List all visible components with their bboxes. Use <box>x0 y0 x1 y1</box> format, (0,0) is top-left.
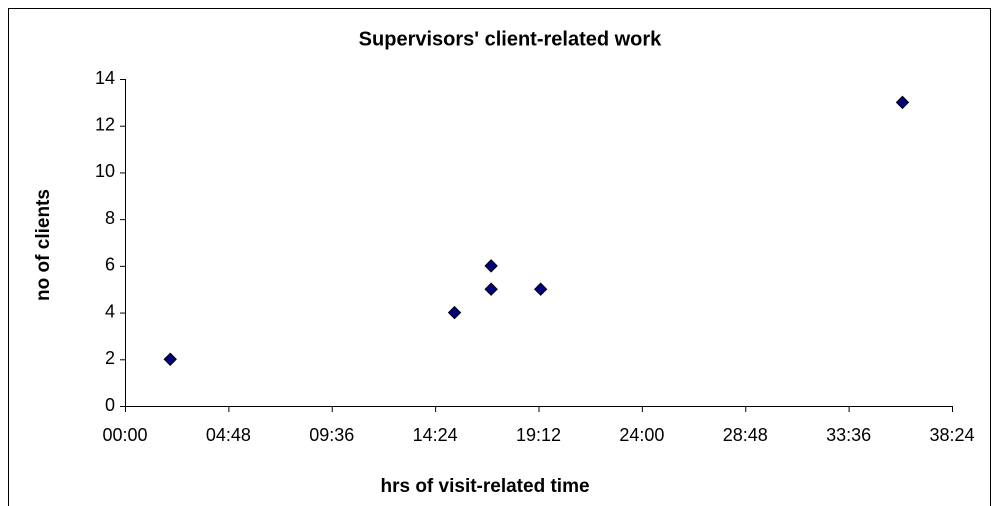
x-tick-label: 09:36 <box>309 425 354 445</box>
y-tick-label: 10 <box>95 161 115 181</box>
y-tick-label: 0 <box>105 395 115 415</box>
x-tick-label: 14:24 <box>413 425 458 445</box>
y-tick-label: 8 <box>105 208 115 228</box>
x-tick-label: 00:00 <box>102 425 147 445</box>
point <box>163 352 177 366</box>
y-axis-label: no of clients <box>33 189 54 301</box>
x-tick-label: 19:12 <box>516 425 561 445</box>
y-tick-label: 2 <box>105 348 115 368</box>
point <box>484 282 498 296</box>
y-tick-label: 12 <box>95 114 115 134</box>
point <box>447 305 462 320</box>
y-tick-label: 4 <box>105 301 115 321</box>
chart-frame <box>8 8 991 506</box>
x-tick-label: 24:00 <box>619 425 664 445</box>
x-tick-label: 04:48 <box>206 425 251 445</box>
y-tick-label: 14 <box>95 68 115 88</box>
x-tick-label: 33:36 <box>826 425 871 445</box>
point <box>895 95 910 110</box>
point <box>533 282 548 296</box>
x-tick-label: 28:48 <box>723 425 768 445</box>
x-axis-label: hrs of visit-related time <box>380 476 589 497</box>
point <box>484 259 498 273</box>
x-tick-label: 38:24 <box>929 425 974 445</box>
y-tick-label: 6 <box>105 255 115 275</box>
chart-title: Supervisors' client-related work <box>359 28 663 50</box>
